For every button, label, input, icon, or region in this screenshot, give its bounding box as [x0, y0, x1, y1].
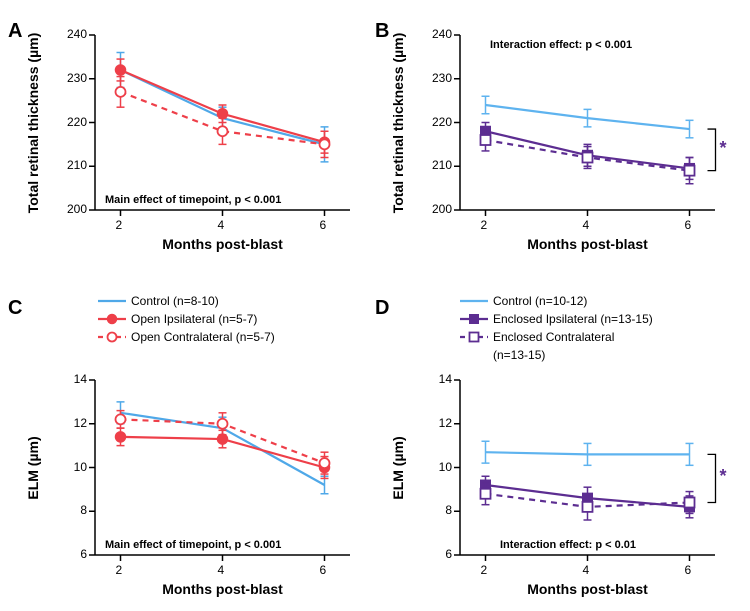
ytick-label: 200	[57, 202, 87, 216]
xtick-label: 6	[685, 563, 692, 577]
ylabel: Total retinal thickness (µm)	[25, 32, 41, 213]
panel-label-a: A	[8, 20, 22, 43]
xtick-label: 6	[320, 563, 327, 577]
legend-item: Open Contralateral (n=5-7)	[98, 329, 275, 345]
ytick-label: 210	[422, 158, 452, 172]
ytick-label: 12	[57, 416, 87, 430]
legend-label: Control (n=10-12)	[493, 294, 587, 308]
legend-item: Enclosed Ipsilateral (n=13-15)	[460, 311, 653, 327]
ytick-label: 10	[422, 460, 452, 474]
stats-annotation: Main effect of timepoint, p < 0.001	[105, 539, 281, 551]
xlabel: Months post-blast	[143, 581, 303, 597]
ytick-label: 12	[422, 416, 452, 430]
ytick-label: 6	[422, 547, 452, 561]
ytick-label: 230	[57, 71, 87, 85]
xlabel: Months post-blast	[508, 581, 668, 597]
ytick-label: 200	[422, 202, 452, 216]
ytick-label: 10	[57, 460, 87, 474]
legend-right: Control (n=10-12) Enclosed Ipsilateral (n…	[460, 293, 653, 365]
xlabel: Months post-blast	[508, 236, 668, 252]
ytick-label: 210	[57, 158, 87, 172]
chart-a: 246200210220230240Total retinal thicknes…	[95, 35, 350, 210]
legend-label: Enclosed Contralateral	[493, 330, 614, 344]
ytick-label: 230	[422, 71, 452, 85]
xtick-label: 6	[685, 218, 692, 232]
legend-left: Control (n=8-10) Open Ipsilateral (n=5-7)…	[98, 293, 275, 347]
xtick-label: 4	[583, 218, 590, 232]
xtick-label: 2	[116, 218, 123, 232]
ylabel: ELM (µm)	[25, 436, 41, 499]
stats-annotation: Interaction effect: p < 0.001	[490, 39, 632, 51]
ytick-label: 6	[57, 547, 87, 561]
xtick-label: 2	[481, 218, 488, 232]
legend-label: Open Contralateral (n=5-7)	[131, 330, 275, 344]
chart-d: 24668101214ELM (µm)Months post-blastInte…	[460, 380, 715, 555]
ylabel: Total retinal thickness (µm)	[390, 32, 406, 213]
legend-item: Control (n=10-12)	[460, 293, 653, 309]
legend-item: Open Ipsilateral (n=5-7)	[98, 311, 275, 327]
panel-label-d: D	[375, 297, 389, 320]
chart-b: 246200210220230240Total retinal thicknes…	[460, 35, 715, 210]
legend-sublabel: (n=13-15)	[460, 347, 653, 363]
significance-star: *	[720, 466, 727, 487]
ytick-label: 220	[422, 115, 452, 129]
ytick-label: 8	[57, 503, 87, 517]
xtick-label: 4	[218, 218, 225, 232]
ytick-label: 8	[422, 503, 452, 517]
panel-label-b: B	[375, 20, 389, 43]
ytick-label: 14	[422, 372, 452, 386]
ytick-label: 14	[57, 372, 87, 386]
legend-label: Enclosed Ipsilateral (n=13-15)	[493, 312, 653, 326]
significance-star: *	[720, 138, 727, 159]
panel-label-c: C	[8, 297, 22, 320]
xtick-label: 4	[583, 563, 590, 577]
stats-annotation: Main effect of timepoint, p < 0.001	[105, 194, 281, 206]
legend-label: Control (n=8-10)	[131, 294, 219, 308]
xlabel: Months post-blast	[143, 236, 303, 252]
ytick-label: 220	[57, 115, 87, 129]
legend-item: Enclosed Contralateral	[460, 329, 653, 345]
xtick-label: 4	[218, 563, 225, 577]
legend-label: Open Ipsilateral (n=5-7)	[131, 312, 257, 326]
xtick-label: 2	[481, 563, 488, 577]
xtick-label: 6	[320, 218, 327, 232]
ylabel: ELM (µm)	[390, 436, 406, 499]
xtick-label: 2	[116, 563, 123, 577]
chart-c: 24668101214ELM (µm)Months post-blastMain…	[95, 380, 350, 555]
stats-annotation: Interaction effect: p < 0.01	[500, 539, 636, 551]
ytick-label: 240	[422, 27, 452, 41]
ytick-label: 240	[57, 27, 87, 41]
legend-item: Control (n=8-10)	[98, 293, 275, 309]
